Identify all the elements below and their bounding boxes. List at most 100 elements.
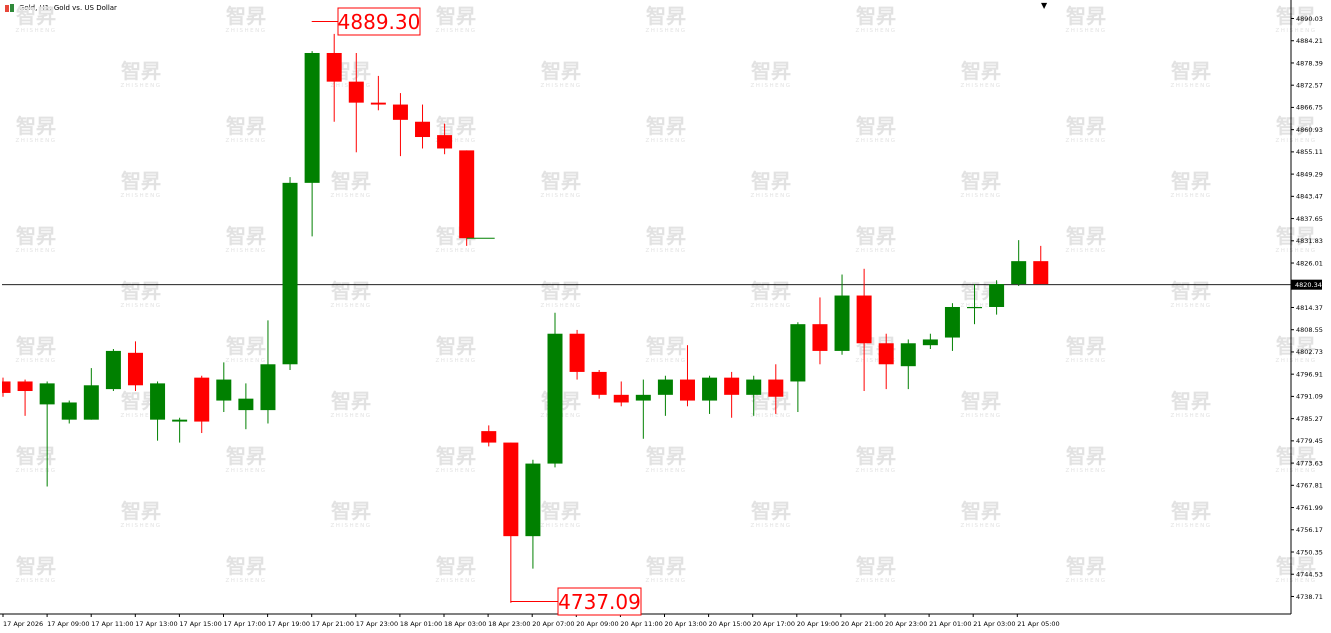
watermark-subtext: ZHISHENG <box>960 83 1001 89</box>
candle-body <box>591 371 607 395</box>
watermark-text: 智昇 <box>961 389 1001 413</box>
watermark-text: 智昇 <box>1066 224 1106 248</box>
price-tick-label: 4767.81 <box>1296 482 1323 490</box>
watermark-subtext: ZHISHENG <box>15 28 56 34</box>
bullish-candle <box>282 177 298 371</box>
watermark-subtext: ZHISHENG <box>330 413 371 419</box>
watermark-text: 智昇 <box>646 334 686 358</box>
watermark-text: 智昇 <box>1066 114 1106 138</box>
price-tick-label: 4831.83 <box>1296 237 1323 245</box>
bearish-candle <box>724 371 740 418</box>
watermark-text: 智昇 <box>1171 279 1211 303</box>
watermark-subtext: ZHISHENG <box>645 468 686 474</box>
watermark-text: 智昇 <box>856 4 896 28</box>
candle-body <box>679 379 695 401</box>
price-tick-label: 4855.11 <box>1296 148 1323 156</box>
price-callout: 4889.30 <box>311 7 421 36</box>
watermark-subtext: ZHISHENG <box>645 248 686 254</box>
watermark-text: 智昇 <box>226 224 266 248</box>
watermark-text: 智昇 <box>1276 444 1316 468</box>
time-tick-label: 17 Apr 21:00 <box>312 620 354 628</box>
watermark-text: 智昇 <box>121 499 161 523</box>
price-tick-label: 4808.55 <box>1296 326 1323 334</box>
watermark-subtext: ZHISHENG <box>15 468 56 474</box>
bullish-candle <box>525 459 541 569</box>
watermark-text: 智昇 <box>121 59 161 83</box>
watermark-text: 智昇 <box>226 554 266 578</box>
bearish-candle <box>1033 245 1049 285</box>
watermark-subtext: ZHISHENG <box>15 358 56 364</box>
chart-menu-arrow-icon[interactable]: ▼ <box>1041 1 1048 10</box>
candle-body <box>17 381 33 392</box>
bullish-candle <box>944 303 960 351</box>
bullish-candle <box>61 400 77 424</box>
bearish-candle <box>348 52 364 153</box>
watermark-subtext: ZHISHENG <box>750 193 791 199</box>
bearish-candle <box>437 123 453 155</box>
watermark-subtext: ZHISHENG <box>120 83 161 89</box>
time-axis[interactable]: 17 Apr 2026 17 Apr 09:00 17 Apr 11:00 17 Ap… <box>0 613 1291 628</box>
time-tick-label: 21 Apr 05:00 <box>1017 620 1059 628</box>
watermark-subtext: ZHISHENG <box>120 523 161 529</box>
watermark-subtext: ZHISHENG <box>1065 578 1106 584</box>
watermark-subtext: ZHISHENG <box>225 358 266 364</box>
watermark-subtext: ZHISHENG <box>540 83 581 89</box>
candle-body <box>878 343 894 365</box>
watermark-text: 智昇 <box>436 334 476 358</box>
watermark-text: 智昇 <box>436 554 476 578</box>
callout-box <box>557 587 642 616</box>
price-axis[interactable]: 4890.03 4884.21 4878.39 4872.57 4866.75 4860.… <box>1290 0 1323 614</box>
candles <box>2 33 1049 603</box>
price-tick-label: 4738.71 <box>1296 593 1323 601</box>
candle-body <box>2 381 11 393</box>
price-tick-label: 4878.39 <box>1296 59 1323 67</box>
watermark-text: 智昇 <box>541 279 581 303</box>
chart-title: Gold, H1: Gold vs. US Dollar <box>19 4 117 12</box>
price-tick-label: 4860.93 <box>1296 126 1323 134</box>
price-tick-label: 4750.35 <box>1296 548 1323 556</box>
candle-body <box>525 463 541 537</box>
time-tick-label: 17 Apr 23:00 <box>356 620 398 628</box>
bearish-candle <box>613 381 629 407</box>
price-tick-label: 4884.21 <box>1296 37 1323 45</box>
candle-body <box>1033 261 1049 285</box>
time-tick-label: 20 Apr 07:00 <box>532 620 574 628</box>
watermark-subtext: ZHISHENG <box>1275 248 1316 254</box>
watermark-subtext: ZHISHENG <box>225 138 266 144</box>
time-tick-label: 17 Apr 09:00 <box>47 620 89 628</box>
watermark-subtext: ZHISHENG <box>750 83 791 89</box>
watermark-text: 智昇 <box>121 169 161 193</box>
watermark-text: 智昇 <box>331 169 371 193</box>
bullish-candle <box>922 333 938 350</box>
time-tick-label: 20 Apr 21:00 <box>841 620 883 628</box>
watermark-text: 智昇 <box>541 499 581 523</box>
watermark-subtext: ZHISHENG <box>645 138 686 144</box>
candle-body <box>635 394 651 401</box>
watermark-text: 智昇 <box>961 499 1001 523</box>
candle-body <box>657 379 673 395</box>
watermark-text: 智昇 <box>751 169 791 193</box>
watermark-text: 智昇 <box>1276 554 1316 578</box>
price-tick-label: 4773.63 <box>1296 459 1323 467</box>
watermark-text: 智昇 <box>751 59 791 83</box>
candle-body <box>437 135 453 149</box>
candle-body <box>127 352 143 386</box>
bearish-candle <box>503 442 519 603</box>
candle-body <box>216 379 232 401</box>
